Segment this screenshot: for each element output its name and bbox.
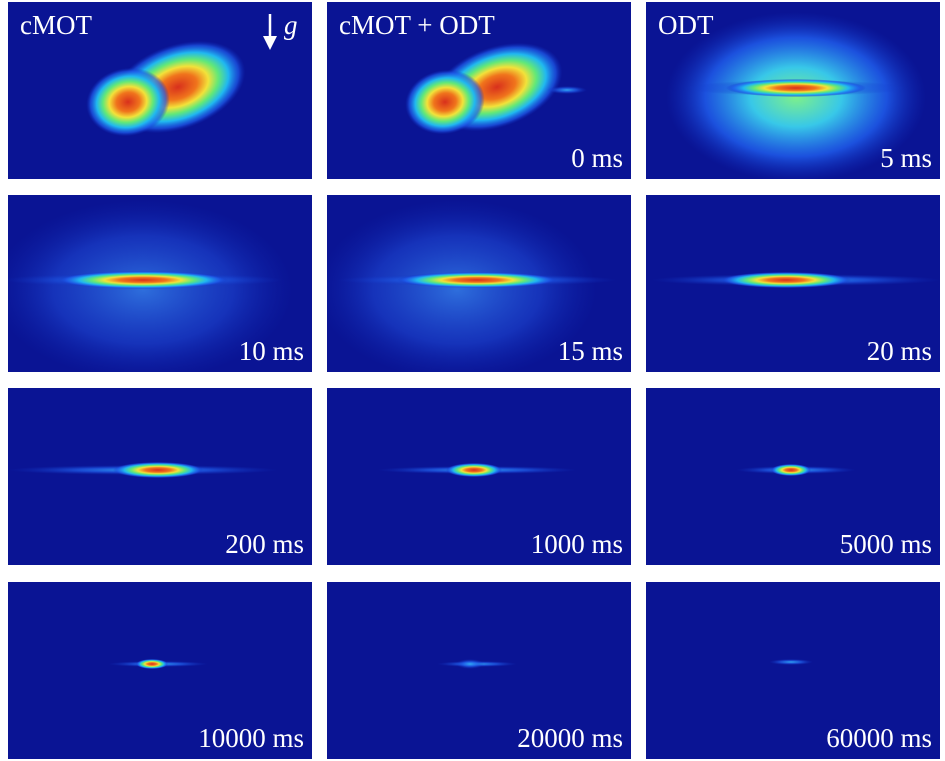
cloud-density (726, 79, 866, 97)
panel-title: cMOT + ODT (339, 10, 495, 40)
time-label: 20000 ms (517, 723, 623, 753)
gravity-label: g (284, 10, 298, 40)
cloud-density (771, 464, 811, 476)
cloud-density (547, 86, 587, 94)
image-panel: 60000 ms (646, 582, 940, 759)
cloud-density (113, 462, 203, 478)
time-label: 200 ms (225, 529, 304, 559)
cloud-density (446, 463, 502, 477)
image-panel: 5000 ms (646, 388, 940, 565)
time-label: 1000 ms (531, 529, 623, 559)
time-label: 10000 ms (198, 723, 304, 753)
image-panel: 20 ms (646, 195, 941, 372)
image-panel: 10000 ms (8, 582, 312, 759)
time-label: 0 ms (571, 143, 623, 173)
image-panel: 20000 ms (327, 582, 631, 759)
time-label: 5 ms (880, 143, 932, 173)
time-label: 15 ms (558, 336, 623, 366)
image-panel: cMOT + ODT 0 ms (327, 2, 631, 179)
image-panel: 15 ms (317, 195, 631, 380)
cloud-density (58, 271, 228, 289)
atom-cloud (769, 659, 813, 665)
time-label: 20 ms (867, 336, 932, 366)
time-label: 60000 ms (826, 723, 932, 753)
panel-title: ODT (658, 10, 714, 40)
cloud-density (317, 200, 597, 380)
cloud-density (769, 659, 813, 665)
image-panel: 200 ms (8, 388, 312, 565)
panel-title: cMOT (20, 10, 92, 40)
image-panel: 10 ms (0, 195, 312, 380)
time-label: 10 ms (239, 336, 304, 366)
image-panel: ODT 5 ms (646, 2, 940, 182)
cloud-density (456, 659, 484, 669)
image-panel: 1000 ms (327, 388, 631, 565)
figure: cMOT g cMOT + ODT 0 ms ODT 5 ms 10 ms 15 ms 20 m… (0, 0, 945, 761)
image-panel: cMOT g (8, 2, 312, 179)
cloud-density (397, 272, 557, 288)
cloud-density (721, 272, 851, 288)
time-label: 5000 ms (840, 529, 932, 559)
cloud-density (136, 659, 168, 669)
